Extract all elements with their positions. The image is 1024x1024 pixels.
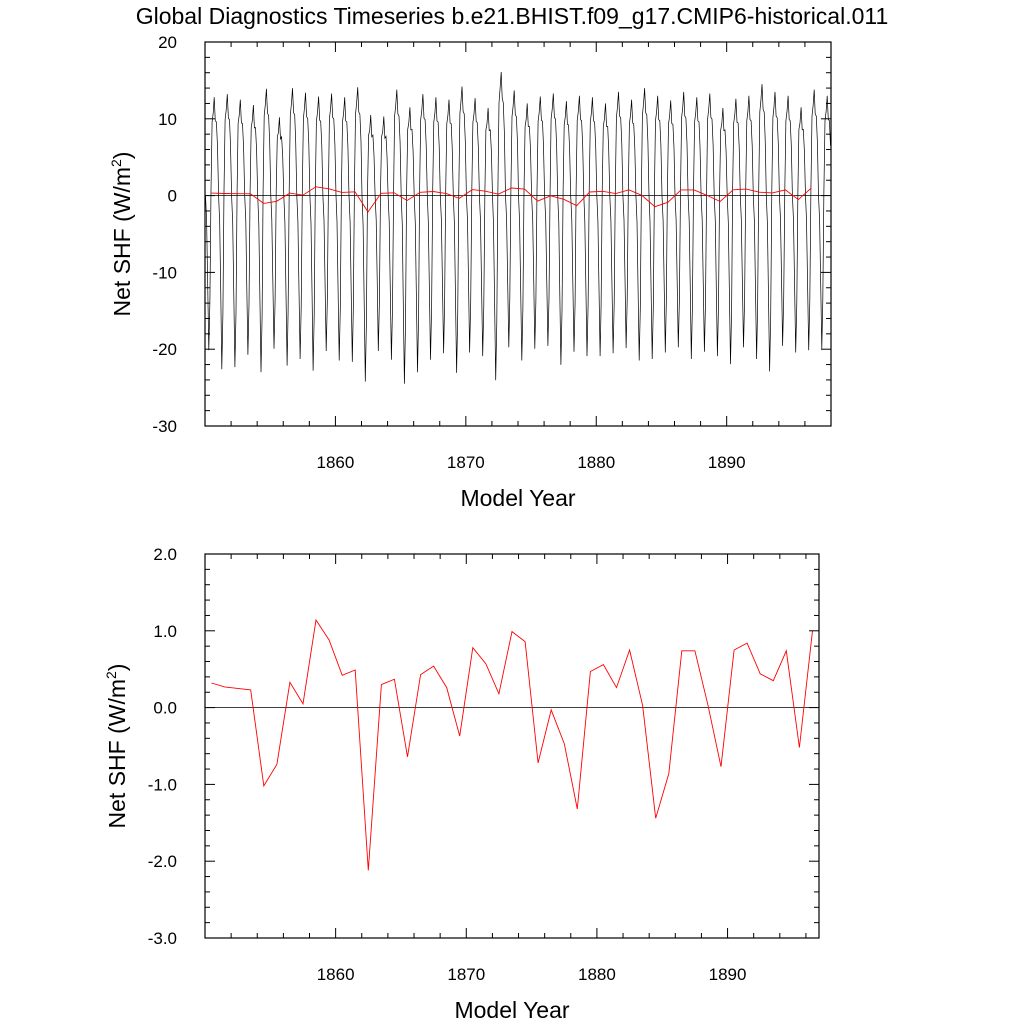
y-tick-label: 10 xyxy=(158,110,177,129)
x-axis-label: Model Year xyxy=(460,485,575,511)
y-axis-label-close: ) xyxy=(104,664,130,672)
y-tick-label: -2.0 xyxy=(148,852,177,871)
y-tick-label: 1.0 xyxy=(153,622,177,641)
annual-mean-series-line xyxy=(211,618,813,871)
x-tick-label: 1880 xyxy=(577,453,615,472)
x-tick-label: 1870 xyxy=(447,453,485,472)
y-tick-label: -20 xyxy=(152,340,177,359)
y-axis-label: Net SHF (W/m2) xyxy=(108,152,135,317)
y-axis-label: Net SHF (W/m2) xyxy=(103,664,130,829)
y-axis-label-superscript: 2 xyxy=(108,159,124,167)
y-tick-label: 20 xyxy=(158,33,177,52)
y-axis-label-superscript: 2 xyxy=(103,671,119,679)
y-tick-label: 0.0 xyxy=(153,699,177,718)
plot-frame xyxy=(204,41,832,427)
x-tick-label: 1870 xyxy=(447,965,485,984)
y-tick-label: -3.0 xyxy=(148,929,177,948)
plot-frame xyxy=(204,553,820,939)
y-tick-label: -1.0 xyxy=(148,775,177,794)
y-axis-label-close: ) xyxy=(109,152,135,160)
y-axis-label-main: Net SHF (W/m xyxy=(104,679,130,829)
x-tick-label: 1860 xyxy=(317,965,355,984)
x-tick-label: 1860 xyxy=(317,453,355,472)
y-tick-label: -10 xyxy=(152,263,177,282)
x-tick-label: 1890 xyxy=(708,453,746,472)
y-tick-label: 0 xyxy=(168,187,177,206)
x-axis-label: Model Year xyxy=(454,997,569,1023)
y-tick-label: -30 xyxy=(152,417,177,436)
annual-mean-series-line xyxy=(211,186,812,213)
y-tick-label: 2.0 xyxy=(153,545,177,564)
plot-panel-2: 1860 1870 1880 1890 2.0 1.0 0.0 -1.0 -2.0 -3.0 Mod… xyxy=(103,545,820,1023)
monthly-series-line xyxy=(205,71,831,384)
chart-title: Global Diagnostics Timeseries b.e21.BHIS… xyxy=(136,3,889,29)
y-axis-label-main: Net SHF (W/m xyxy=(109,167,135,317)
plot-panel-1: 1860 1870 1880 1890 20 10 0 -10 -20 -30 Model Year… xyxy=(108,33,832,511)
x-tick-label: 1880 xyxy=(578,965,616,984)
x-tick-label: 1890 xyxy=(709,965,747,984)
